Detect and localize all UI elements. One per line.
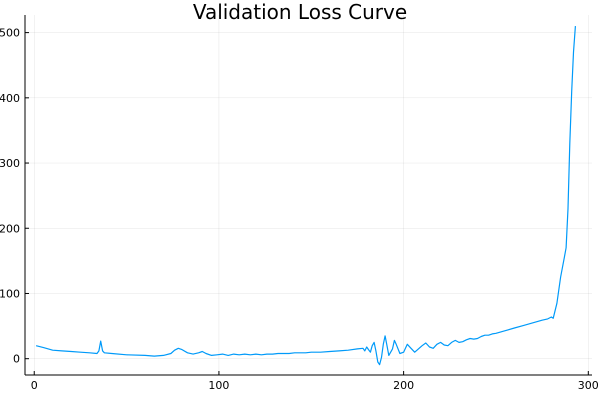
y-tick-label: 100 [0,287,20,300]
axes [24,15,592,376]
y-tick-label: 200 [0,222,20,235]
chart-title: Validation Loss Curve [192,0,408,24]
x-tick-label: 300 [578,379,599,392]
y-tick-label: 400 [0,92,20,105]
gridlines [25,15,592,375]
tick-labels: 0 100 200 300 0 100 200 300 400 500 [0,27,599,392]
x-tick-label: 0 [31,379,38,392]
y-tick-label: 0 [13,353,20,366]
series [35,26,576,366]
x-tick-label: 100 [208,379,229,392]
x-tick-label: 200 [393,379,414,392]
series-line [35,26,576,366]
y-tick-label: 300 [0,157,20,170]
y-tick-label: 500 [0,27,20,40]
